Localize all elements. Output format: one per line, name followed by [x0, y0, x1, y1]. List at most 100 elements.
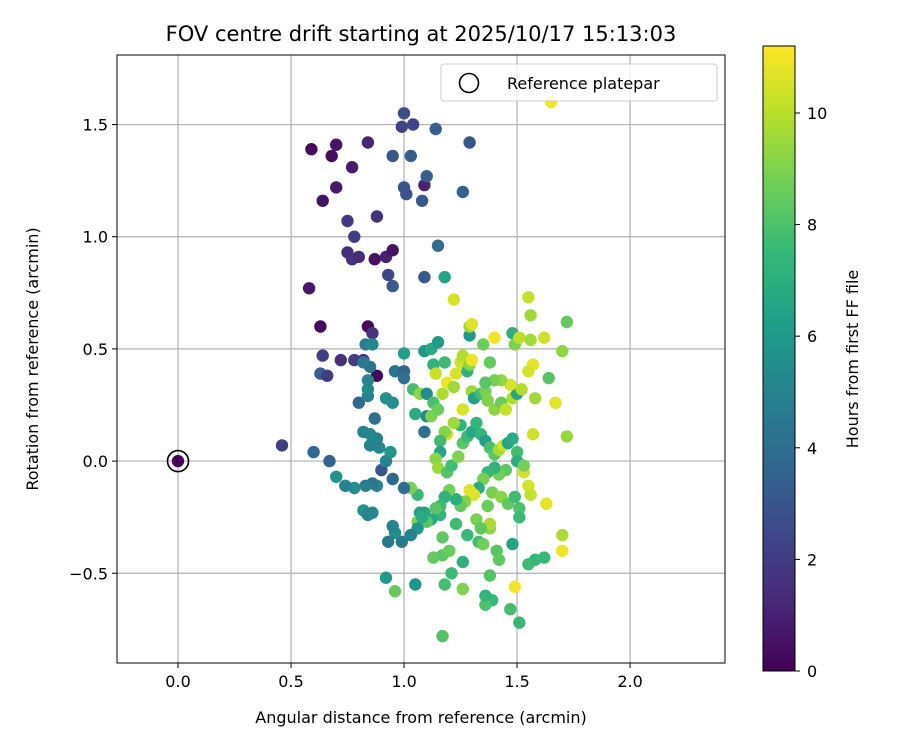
- grid-lines: [117, 55, 725, 663]
- colorbar-label: Hours from first FF file: [843, 270, 862, 449]
- scatter-point: [449, 493, 463, 506]
- scatter-point: [481, 499, 494, 513]
- scatter-point: [352, 396, 365, 409]
- scatter-point: [504, 603, 517, 616]
- scatter-point: [447, 293, 460, 306]
- scatter-point: [449, 367, 463, 380]
- axis-ticks: 0.0 0.5 1.0 1.5 2.0 −0.5 0.0 0.5 1.0 1.5: [69, 116, 643, 691]
- scatter-point: [461, 528, 474, 542]
- scatter-point: [420, 170, 433, 183]
- scatter-point: [361, 383, 375, 396]
- scatter-point: [479, 589, 492, 602]
- colorbar-gradient: [762, 45, 796, 672]
- scatter-point: [357, 356, 370, 369]
- scatter-point: [524, 309, 537, 322]
- reference-marker: [166, 449, 190, 473]
- scatter-point: [348, 230, 361, 243]
- x-tick-label: 2.0: [617, 672, 642, 691]
- y-tick-label: 1.5: [83, 116, 108, 135]
- scatter-point: [510, 445, 524, 459]
- scatter-point: [386, 279, 399, 293]
- scatter-point: [526, 428, 540, 441]
- scatter-point: [456, 582, 469, 596]
- scatter-point: [447, 416, 460, 430]
- scatter-point: [345, 161, 359, 174]
- scatter-point: [488, 331, 501, 344]
- scatter-point: [305, 143, 318, 156]
- scatter-point: [406, 118, 420, 131]
- scatter-point: [307, 445, 320, 459]
- scatter-point: [479, 376, 492, 389]
- scatter-point: [431, 239, 445, 252]
- scatter-point: [366, 327, 379, 340]
- scatter-point: [463, 484, 476, 497]
- scatter-point: [409, 407, 422, 421]
- legend-label: Reference platepar: [507, 74, 660, 93]
- scatter-point: [445, 459, 458, 472]
- scatter-point: [483, 569, 497, 582]
- scatter-point: [508, 580, 521, 593]
- colorbar-tick-label: 6: [807, 327, 817, 346]
- scatter-point: [386, 519, 399, 533]
- scatter-point: [560, 430, 573, 443]
- scatter-point: [384, 445, 397, 459]
- scatter-point: [339, 479, 352, 492]
- scatter-point: [395, 120, 408, 133]
- scatter-point: [436, 387, 449, 400]
- scatter-point: [363, 439, 377, 452]
- scatter-point: [513, 511, 526, 524]
- scatter-point: [431, 403, 445, 416]
- scatter-point: [436, 531, 449, 544]
- scatter-point: [477, 537, 490, 551]
- scatter-point: [506, 537, 519, 551]
- scatter-point: [560, 315, 573, 329]
- colorbar-tick-label: 8: [807, 216, 817, 235]
- scatter-point: [316, 349, 329, 362]
- scatter-point: [341, 214, 354, 228]
- legend: Reference platepar: [440, 63, 718, 102]
- scatter-point: [481, 394, 494, 407]
- scatter-point: [456, 403, 469, 416]
- scatter-point: [474, 522, 488, 535]
- colorbar-tick-label: 10: [807, 104, 827, 123]
- scatter-point: [483, 356, 497, 369]
- scatter-point: [449, 517, 463, 531]
- scatter-point: [431, 336, 445, 349]
- scatter-point: [522, 558, 535, 571]
- scatter-point: [479, 598, 492, 611]
- scatter-point: [447, 380, 460, 394]
- scatter-point: [538, 331, 551, 344]
- colorbar-tick-label: 2: [807, 550, 817, 569]
- scatter-point: [366, 338, 379, 351]
- scatter-point: [418, 425, 431, 439]
- colorbar-tick-label: 0: [807, 662, 817, 681]
- scatter-point: [429, 367, 442, 380]
- scatter-point: [352, 250, 365, 264]
- scatter-point: [397, 371, 411, 385]
- x-tick-label: 0.5: [278, 672, 303, 691]
- scatter-point: [330, 138, 343, 151]
- scatter-point: [517, 459, 530, 472]
- scatter-point: [456, 555, 469, 569]
- scatter-point: [404, 528, 417, 542]
- scatter-point: [323, 454, 336, 468]
- colorbar: 0 2 4 6 8 10 Hours from first FF file: [762, 45, 862, 681]
- scatter-point: [325, 149, 338, 163]
- scatter-point: [452, 450, 465, 463]
- scatter-point: [499, 403, 512, 416]
- scatter-point: [386, 472, 399, 486]
- scatter-point: [400, 187, 413, 201]
- scatter-point: [370, 210, 384, 223]
- scatter-point: [522, 365, 535, 378]
- scatter-point: [465, 353, 479, 367]
- y-tick-label: −0.5: [69, 564, 108, 583]
- scatter-point: [314, 320, 327, 333]
- scatter-point: [171, 454, 185, 468]
- scatter-point: [275, 439, 289, 452]
- reference-platepar-marker: [166, 449, 190, 473]
- scatter-point: [397, 347, 411, 360]
- scatter-point: [463, 329, 476, 342]
- scatter-point: [388, 585, 402, 598]
- data-points: [171, 95, 573, 643]
- scatter-point: [302, 282, 316, 295]
